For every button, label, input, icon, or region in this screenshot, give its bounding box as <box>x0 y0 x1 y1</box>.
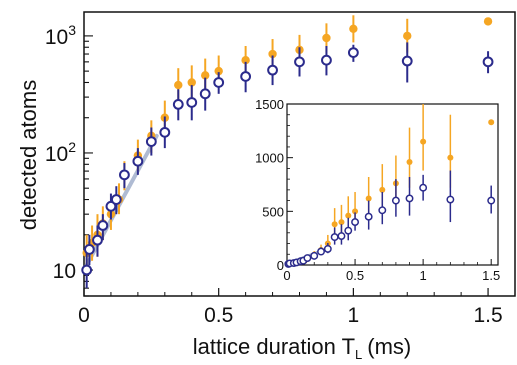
blue-open-point <box>330 233 339 242</box>
blue-open-point <box>294 56 305 68</box>
blue-open-point <box>92 234 103 246</box>
orange-filled-point <box>420 138 427 145</box>
inset-frame <box>286 103 499 266</box>
y-tick-base: 10 <box>53 260 76 283</box>
inset-x-tick-label: 0 <box>283 268 290 283</box>
inset-x-tick-label: 1.5 <box>482 268 500 283</box>
orange-filled-point <box>352 208 359 215</box>
blue-open-point <box>405 194 414 203</box>
orange-filled-point <box>241 55 250 65</box>
blue-open-point <box>487 196 496 205</box>
blue-open-point <box>267 64 278 76</box>
blue-open-point <box>303 254 312 262</box>
blue-open-point <box>145 136 157 148</box>
x-axis-label-main: lattice duration T <box>193 334 355 359</box>
y-tick-exponent: 2 <box>68 139 76 155</box>
y-tick-base: 10 <box>45 143 68 166</box>
inset-x-tick-label: 1 <box>420 268 427 283</box>
y-axis-label: detected atoms <box>16 80 41 230</box>
blue-open-point <box>364 212 373 221</box>
y-tick-label: 103 <box>45 22 76 49</box>
y-tick-label: 102 <box>45 139 76 166</box>
blue-open-point <box>132 155 144 167</box>
blue-open-point <box>186 97 198 108</box>
blue-open-point <box>378 206 387 215</box>
y-tick-base: 10 <box>45 26 68 49</box>
x-axis-label-unit: (ms) <box>367 334 411 359</box>
x-axis-label: lattice duration TL (ms) <box>193 334 411 360</box>
blue-open-point <box>344 226 353 235</box>
blue-open-point <box>81 264 93 276</box>
y-tick-exponent: 3 <box>68 22 76 38</box>
inset-y-tick-label: 500 <box>262 204 284 219</box>
orange-filled-point <box>345 212 352 219</box>
inset-x-tick-label: 0.5 <box>346 268 364 283</box>
orange-filled-point <box>331 221 338 228</box>
orange-filled-point <box>187 78 196 87</box>
blue-open-point <box>401 55 413 67</box>
orange-filled-point <box>349 24 358 33</box>
inset-plot: 0 0.5 1 1.5 0 500 1000 1500 <box>255 97 500 283</box>
blue-open-point <box>119 169 130 181</box>
blue-open-point <box>321 54 332 66</box>
x-tick-label: 0.5 <box>204 304 233 327</box>
orange-filled-point <box>365 195 372 202</box>
x-axis-label-subscript: L <box>355 347 362 360</box>
blue-open-point <box>317 247 325 256</box>
inset-y-tick-label: 1000 <box>255 151 284 166</box>
blue-open-point <box>310 251 319 260</box>
blue-open-point <box>172 98 184 110</box>
inset-y-tick-label: 0 <box>277 258 284 273</box>
orange-filled-point <box>174 80 183 90</box>
y-tick-label: 10 <box>53 260 76 283</box>
orange-filled-point <box>379 186 386 193</box>
blue-open-point <box>419 183 428 192</box>
blue-open-point <box>199 88 211 100</box>
x-tick-label: 1 <box>348 304 360 327</box>
blue-open-point <box>446 195 455 204</box>
blue-open-point <box>159 126 171 138</box>
blue-open-point <box>391 196 400 205</box>
inset-y-tick-label: 1500 <box>255 97 284 112</box>
blue-open-point <box>347 47 359 58</box>
orange-filled-point <box>488 119 495 126</box>
blue-open-point <box>97 220 109 231</box>
x-tick-label: 1.5 <box>473 304 502 327</box>
x-tick-label: 0 <box>78 304 90 327</box>
blue-open-point <box>240 71 252 82</box>
blue-open-point <box>323 244 332 253</box>
orange-filled-point <box>214 66 223 76</box>
blue-open-point <box>110 194 122 205</box>
orange-filled-point <box>201 71 210 80</box>
orange-filled-point <box>268 49 277 59</box>
blue-open-point <box>213 77 225 88</box>
orange-filled-point <box>403 31 412 41</box>
blue-open-point <box>351 218 360 227</box>
orange-filled-point <box>322 33 331 43</box>
blue-open-point <box>482 56 494 68</box>
orange-filled-point <box>447 154 454 161</box>
blue-open-point <box>83 244 95 255</box>
blue-open-point <box>337 232 346 240</box>
orange-filled-point <box>338 219 345 226</box>
orange-filled-point <box>483 17 493 26</box>
orange-filled-point <box>406 158 413 165</box>
